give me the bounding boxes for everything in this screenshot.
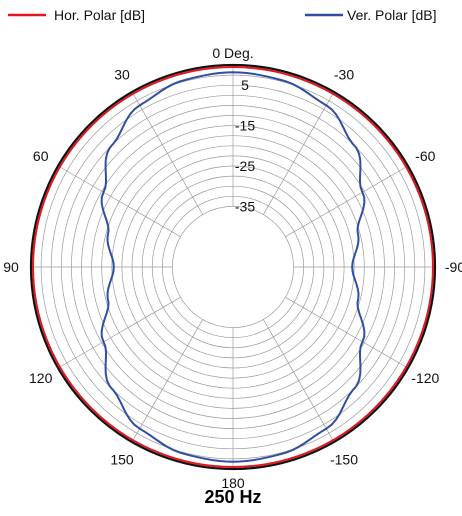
grid-ring <box>162 196 303 337</box>
angle-label: -60 <box>415 148 435 164</box>
angle-label: 0 Deg. <box>212 45 253 61</box>
db-label: 5 <box>241 77 249 93</box>
grid-ring <box>172 206 293 327</box>
legend-label-ver: Ver. Polar [dB] <box>347 7 437 23</box>
legend: Hor. Polar [dB] Ver. Polar [dB] <box>8 7 437 23</box>
db-label: -25 <box>235 158 255 174</box>
legend-label-hor: Hor. Polar [dB] <box>54 7 145 23</box>
angle-label: 60 <box>33 148 49 164</box>
angle-label: -90 <box>445 259 462 275</box>
angle-label: -30 <box>334 67 354 83</box>
angle-label: 120 <box>29 370 53 386</box>
angle-label: 150 <box>110 451 134 467</box>
angle-label: -120 <box>411 370 439 386</box>
grid-ring <box>152 186 314 348</box>
db-label: -35 <box>235 198 255 214</box>
angle-label: 30 <box>114 67 130 83</box>
db-label: -15 <box>235 118 255 134</box>
angle-label: 90 <box>3 259 19 275</box>
angle-label: -150 <box>330 451 358 467</box>
frequency-title: 250 Hz <box>204 487 261 507</box>
